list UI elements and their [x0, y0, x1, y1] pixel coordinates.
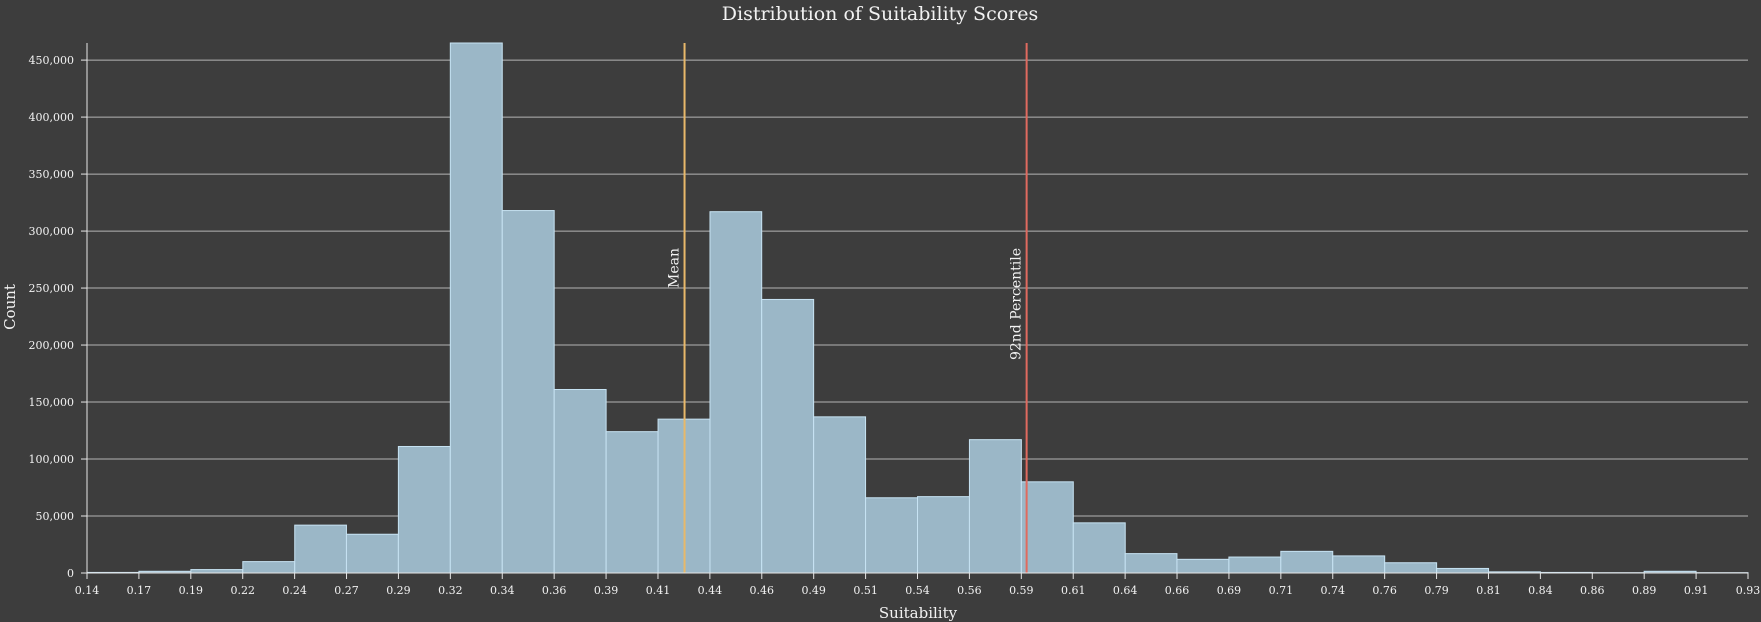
x-tick-label: 0.71 [1269, 584, 1294, 597]
bars [86, 42, 1749, 574]
x-tick-label: 0.51 [853, 584, 878, 597]
x-tick-label: 0.61 [1061, 584, 1086, 597]
reference-lines: Mean 92nd Percentile [667, 43, 1028, 573]
histogram-bar [294, 524, 347, 574]
histogram-bar [865, 497, 918, 574]
x-tick-label: 0.27 [334, 584, 359, 597]
y-tick-label: 450,000 [29, 54, 75, 67]
histogram-bar [1072, 522, 1126, 574]
histogram-bar [1280, 550, 1334, 574]
histogram-bar [242, 561, 296, 574]
x-tick-label: 0.17 [127, 584, 152, 597]
reference-line-label: 92nd Percentile [1009, 248, 1025, 360]
x-tick-label: 0.84 [1528, 584, 1553, 597]
histogram-bar [1436, 567, 1490, 574]
x-tick-label: 0.66 [1165, 584, 1190, 597]
y-tick-label: 150,000 [29, 396, 75, 409]
x-tick-label: 0.91 [1684, 584, 1709, 597]
x-tick-label: 0.64 [1113, 584, 1138, 597]
histogram-bar [1176, 558, 1230, 574]
histogram-bar [449, 42, 503, 574]
x-tick-label: 0.56 [957, 584, 982, 597]
chart-title: Distribution of Suitability Scores [722, 3, 1038, 25]
histogram-bar [709, 211, 763, 574]
x-tick-label: 0.19 [179, 584, 204, 597]
x-tick-label: 0.34 [490, 584, 515, 597]
x-tick-label: 0.89 [1632, 584, 1657, 597]
y-tick-label: 50,000 [36, 510, 75, 523]
x-axis-label: Suitability [879, 604, 958, 622]
x-tick-label: 0.41 [646, 584, 671, 597]
histogram-bar [1228, 556, 1282, 574]
y-tick-label: 300,000 [29, 225, 75, 238]
y-axis-label: Count [1, 284, 19, 330]
reference-line-label: Mean [667, 248, 683, 288]
x-tick-label: 0.44 [698, 584, 723, 597]
y-tick-label: 0 [67, 567, 74, 580]
y-tick-label: 250,000 [29, 282, 75, 295]
y-tick-label: 400,000 [29, 111, 75, 124]
x-tick-label: 0.32 [438, 584, 463, 597]
x-tick-label: 0.59 [1009, 584, 1034, 597]
histogram-bar [1020, 481, 1074, 574]
histogram-bar [190, 569, 244, 574]
x-tick-label: 0.29 [386, 584, 411, 597]
histogram-bar [345, 533, 399, 574]
histogram-bar [397, 445, 451, 574]
gridlines [87, 59, 1748, 517]
x-tick-label: 0.54 [905, 584, 930, 597]
x-tick-label: 0.93 [1736, 584, 1761, 597]
y-tick-label: 200,000 [29, 339, 75, 352]
histogram-bar [761, 298, 815, 574]
histogram-bar [813, 416, 867, 574]
x-tick-label: 0.24 [282, 584, 307, 597]
histogram-bar [917, 496, 970, 574]
x-tick-label: 0.14 [75, 584, 100, 597]
x-tick-label: 0.69 [1217, 584, 1242, 597]
histogram-bar [1332, 555, 1386, 574]
x-tick-label: 0.22 [230, 584, 255, 597]
y-tick-labels: 0 50,000 100,000 150,000 200,000 250,000 300,0… [29, 54, 87, 580]
histogram-bar [968, 439, 1022, 574]
histogram-bar [1384, 562, 1438, 574]
x-tick-label: 0.46 [750, 584, 775, 597]
y-tick-label: 100,000 [29, 453, 75, 466]
x-tick-label: 0.74 [1321, 584, 1346, 597]
x-tick-label: 0.76 [1372, 584, 1397, 597]
x-tick-label: 0.79 [1424, 584, 1449, 597]
x-tick-label: 0.39 [594, 584, 619, 597]
x-tick-label: 0.36 [542, 584, 567, 597]
histogram-bar [1124, 553, 1178, 574]
x-tick-labels: 0.14 0.17 0.19 0.22 0.24 0.27 0.29 0.32 0.34 0.36… [75, 573, 1761, 597]
x-tick-label: 0.86 [1580, 584, 1605, 597]
x-tick-label: 0.49 [801, 584, 826, 597]
y-tick-label: 350,000 [29, 168, 75, 181]
x-tick-label: 0.81 [1476, 584, 1501, 597]
histogram-bar [553, 388, 607, 574]
histogram-bar [605, 431, 659, 574]
histogram-bar [501, 210, 555, 574]
